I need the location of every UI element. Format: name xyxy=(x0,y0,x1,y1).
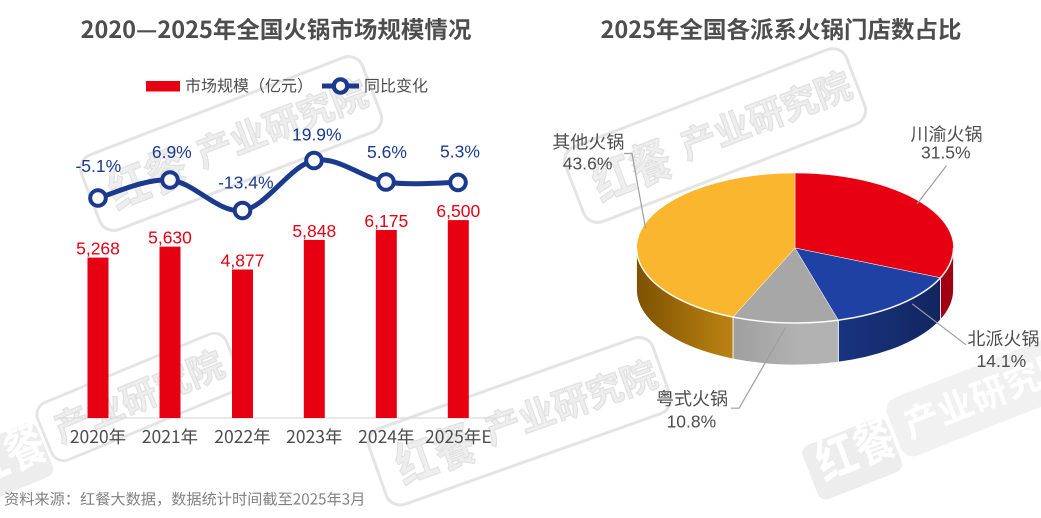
svg-text:19.9%: 19.9% xyxy=(292,124,342,144)
svg-text:5,268: 5,268 xyxy=(76,239,120,259)
svg-text:5.3%: 5.3% xyxy=(440,142,480,162)
svg-text:6,500: 6,500 xyxy=(436,201,480,221)
svg-text:10.8%: 10.8% xyxy=(667,411,717,431)
svg-text:43.6%: 43.6% xyxy=(563,154,613,174)
svg-text:6.9%: 6.9% xyxy=(152,142,192,162)
svg-text:4,877: 4,877 xyxy=(221,251,265,271)
svg-text:-5.1%: -5.1% xyxy=(75,156,121,176)
svg-text:-13.4%: -13.4% xyxy=(218,173,273,193)
svg-text:6,175: 6,175 xyxy=(364,211,408,231)
svg-text:5.6%: 5.6% xyxy=(367,142,407,162)
svg-text:5,848: 5,848 xyxy=(292,221,336,241)
svg-text:31.5%: 31.5% xyxy=(921,142,971,162)
svg-text:5,630: 5,630 xyxy=(148,228,192,248)
svg-text:14.1%: 14.1% xyxy=(977,351,1027,371)
